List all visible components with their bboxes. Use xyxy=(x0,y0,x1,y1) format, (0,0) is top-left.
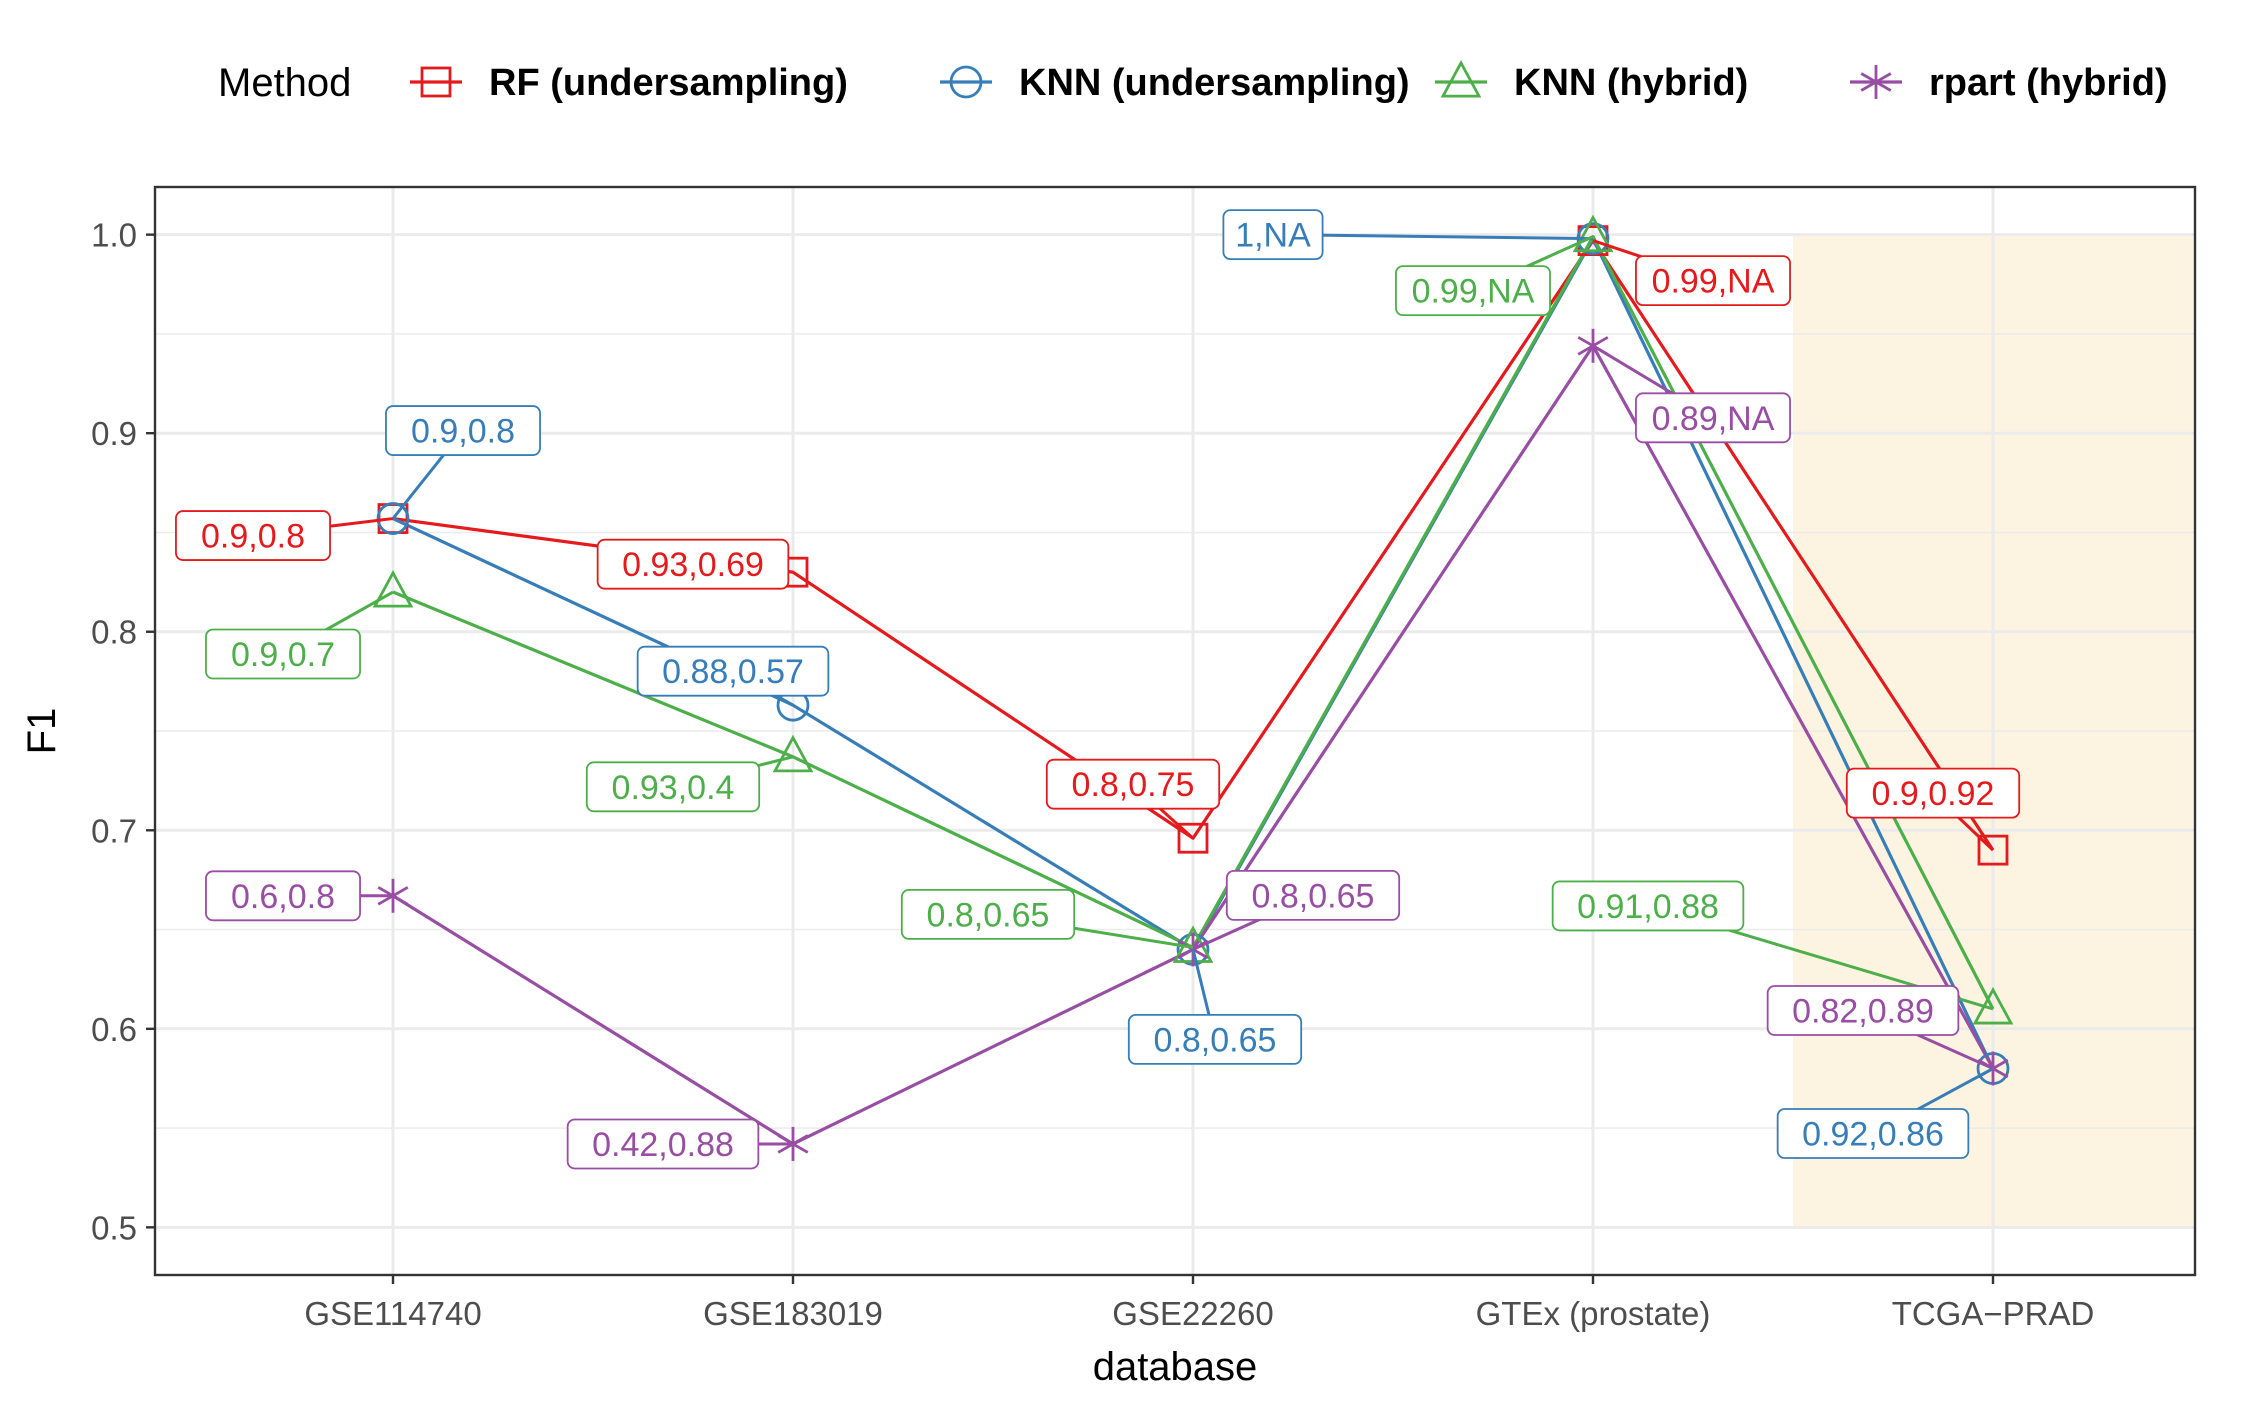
data-label: 0.9,0.92 xyxy=(1872,775,1995,813)
data-label-box xyxy=(1635,392,1791,444)
data-label: 0.88,0.57 xyxy=(662,653,804,691)
data-label-box xyxy=(1045,758,1221,810)
y-tick-label: 0.5 xyxy=(91,1209,137,1246)
data-label: 0.8,0.65 xyxy=(927,896,1050,934)
legend-item: KNN (hybrid) xyxy=(1435,59,1748,104)
x-tick-label: GTEx (prostate) xyxy=(1476,1295,1711,1332)
data-label: 0.93,0.69 xyxy=(622,546,764,584)
data-label: 0.82,0.89 xyxy=(1792,993,1934,1031)
data-label-box xyxy=(1395,265,1551,317)
data-label-box xyxy=(585,761,761,813)
data-label-box xyxy=(1776,1108,1970,1159)
legend-key-marker xyxy=(949,65,983,99)
data-label: 0.9,0.8 xyxy=(411,413,515,451)
data-point xyxy=(372,569,414,608)
legend-key-marker xyxy=(420,66,452,98)
data-label: 0.93,0.4 xyxy=(612,769,735,807)
data-label: 0.99,NA xyxy=(1412,273,1535,311)
x-tick-label: GSE114740 xyxy=(304,1295,481,1332)
legend-key-marker xyxy=(1860,65,1892,99)
data-label: 0.8,0.75 xyxy=(1072,766,1195,804)
data-label: 0.6,0.8 xyxy=(231,878,335,916)
legend-label: RF (undersampling) xyxy=(489,62,848,104)
data-point xyxy=(1977,834,2009,866)
y-tick-label: 0.8 xyxy=(91,614,137,651)
data-label-box xyxy=(566,1118,760,1170)
panel-border xyxy=(153,185,2197,1277)
data-label-box xyxy=(175,510,331,561)
data-point xyxy=(376,502,410,535)
legend-label: KNN (undersampling) xyxy=(1019,62,1410,104)
legend-title: Method xyxy=(218,61,351,105)
data-label-box xyxy=(636,645,830,697)
data-label: 0.91,0.88 xyxy=(1577,888,1719,926)
data-label: 0.9,0.7 xyxy=(231,636,335,674)
data-label: 0.9,0.8 xyxy=(201,518,305,556)
data-label-box xyxy=(1845,767,2021,819)
data-label: 0.99,NA xyxy=(1652,263,1775,301)
data-point xyxy=(1572,214,1614,253)
x-tick-label: GSE183019 xyxy=(703,1295,883,1332)
data-label: 0.8,0.65 xyxy=(1252,877,1375,915)
data-point xyxy=(1177,822,1209,854)
data-label: 0.89,NA xyxy=(1652,400,1775,438)
y-tick-label: 1.0 xyxy=(91,217,137,254)
data-label-box xyxy=(1635,255,1791,307)
legend-item: RF (undersampling) xyxy=(410,62,848,104)
data-label-box xyxy=(596,538,790,590)
data-label-box xyxy=(1225,869,1401,921)
x-axis-title: database xyxy=(1093,1345,1258,1389)
data-label-box xyxy=(1551,880,1745,932)
x-tick-label: GSE22260 xyxy=(1112,1295,1273,1332)
data-label-box xyxy=(205,870,361,922)
data-label-box xyxy=(900,889,1076,940)
data-label-box xyxy=(1127,1013,1303,1065)
data-point xyxy=(772,734,814,773)
data-label-box xyxy=(385,405,541,456)
x-tick-label: TCGA−PRAD xyxy=(1892,1295,2095,1332)
data-label: 1,NA xyxy=(1235,217,1311,255)
legend-item: KNN (undersampling) xyxy=(940,62,1410,104)
y-tick-label: 0.9 xyxy=(91,415,137,452)
data-label-box xyxy=(1222,209,1324,261)
y-axis-title: F1 xyxy=(20,708,64,755)
data-label: 0.92,0.86 xyxy=(1802,1116,1944,1154)
y-tick-label: 0.7 xyxy=(91,812,137,849)
legend-label: rpart (hybrid) xyxy=(1929,62,2168,104)
legend-item: rpart (hybrid) xyxy=(1850,62,2168,104)
data-label-box xyxy=(1766,985,1960,1036)
legend-label: KNN (hybrid) xyxy=(1514,62,1748,104)
data-label-box xyxy=(205,628,361,680)
label-connector xyxy=(1272,233,1594,241)
data-label: 0.8,0.65 xyxy=(1154,1021,1277,1059)
legend-key-marker xyxy=(1440,59,1482,98)
data-label: 0.42,0.88 xyxy=(592,1126,734,1164)
y-tick-label: 0.6 xyxy=(91,1011,137,1048)
